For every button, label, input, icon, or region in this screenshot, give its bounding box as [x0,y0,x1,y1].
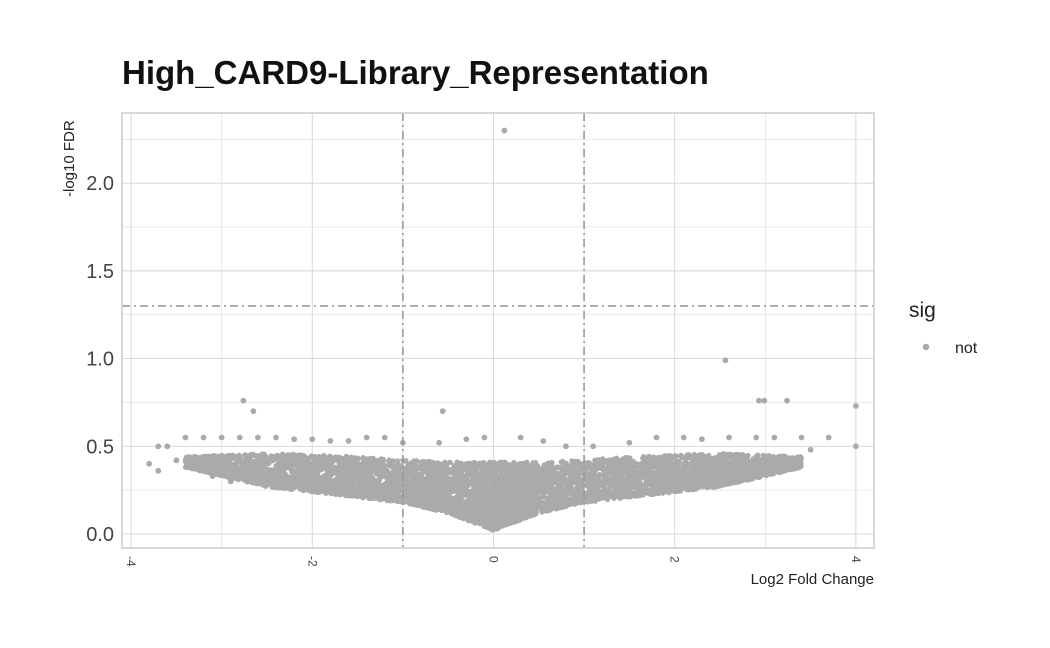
data-point [524,459,530,465]
data-point [298,472,305,478]
data-point [461,484,467,490]
data-point [622,488,628,494]
data-point [604,480,611,486]
data-point [579,467,585,473]
data-point [634,461,640,467]
data-point [478,476,484,482]
data-point [452,473,458,480]
data-point [348,483,354,489]
data-point [376,457,382,463]
data-point [534,496,540,502]
data-point [232,453,238,459]
data-point [224,465,230,471]
data-point [482,485,488,492]
chart-title: High_CARD9-Library_Representation [122,54,709,91]
data-point [697,454,703,460]
data-point [372,457,379,463]
data-point [614,485,620,491]
data-point [568,490,574,496]
data-point [487,479,493,485]
data-point [410,475,416,481]
data-point [600,467,607,473]
data-point [618,469,624,475]
data-point [425,494,431,500]
data-point [511,459,517,466]
data-point [447,459,453,465]
data-point [514,470,520,476]
data-point [552,466,558,472]
data-point [516,464,522,470]
data-point [441,461,447,467]
data-point [625,455,631,461]
data-point [540,494,547,500]
data-point [255,452,261,459]
data-point [448,498,454,504]
data-point [368,480,374,487]
data-point [662,473,668,479]
data-point [376,462,382,468]
data-point [584,483,590,489]
data-point [252,478,258,484]
data-point [627,486,634,492]
point-cloud [146,127,859,533]
data-point [320,458,326,464]
data-point [757,474,763,480]
data-point [549,459,555,466]
data-point [369,476,376,482]
data-point [430,486,437,493]
data-point [760,471,766,477]
data-point [511,513,517,519]
data-point [343,453,349,459]
data-point [386,463,392,469]
data-point [309,455,315,461]
data-point [651,455,658,461]
data-point [523,465,529,471]
data-point [429,467,435,473]
data-point [599,463,605,469]
data-point [744,457,751,463]
data-point [303,468,309,474]
data-point [640,454,647,460]
data-point [515,506,521,512]
data-point [611,495,617,501]
data-point [264,466,271,472]
data-point [711,469,717,476]
data-point [382,467,389,473]
data-point [528,467,534,473]
data-point [463,514,469,520]
data-point [568,471,574,477]
